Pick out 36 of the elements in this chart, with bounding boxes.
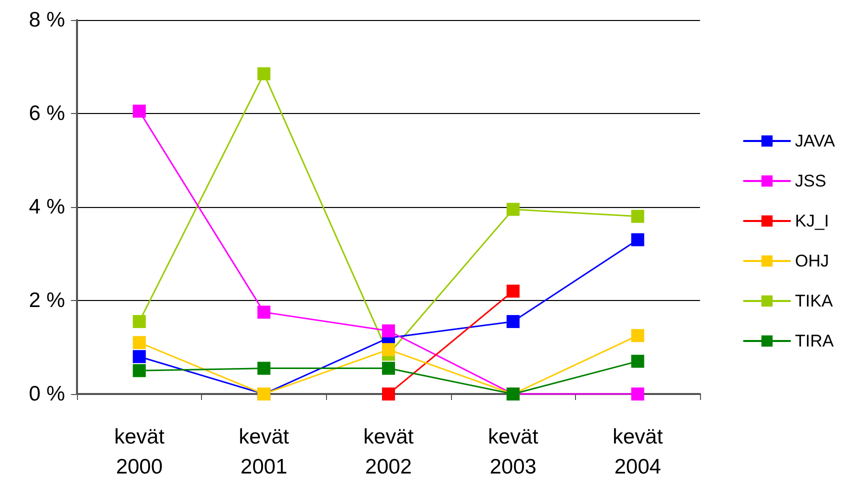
point (631, 329, 644, 342)
x-tick-label: kevät 2003 (488, 426, 538, 478)
x-tick-label: kevät 2001 (238, 426, 290, 478)
legend-label: OHJ (795, 252, 830, 270)
legend-label: KJ_I (795, 212, 830, 230)
point (132, 104, 146, 118)
point (631, 210, 644, 223)
point (506, 284, 520, 298)
point (257, 362, 270, 375)
y-tick-label: 2 % (28, 289, 65, 312)
point (132, 364, 146, 378)
point (506, 315, 520, 328)
legend-label: JSS (795, 172, 826, 190)
y-tick-label: 4 % (28, 196, 65, 218)
point (631, 233, 644, 246)
legend-label: JAVA (795, 132, 836, 150)
point (382, 343, 395, 356)
point (132, 315, 146, 328)
point (506, 202, 520, 216)
point (382, 362, 395, 375)
point (631, 388, 644, 400)
point (132, 350, 146, 364)
legend-label: TIRA (795, 332, 834, 350)
x-tick-label: kevät 2004 (612, 426, 663, 478)
x-tick-label: kevät 2002 (363, 426, 414, 478)
point (257, 67, 270, 80)
legend-label: TIKA (795, 292, 834, 310)
y-tick-label: 6 % (28, 102, 65, 125)
point (132, 336, 146, 350)
point (631, 354, 644, 368)
y-tick-label: 8 % (28, 8, 65, 32)
point (382, 324, 395, 338)
point (257, 306, 270, 319)
y-tick-label: 0 % (28, 382, 65, 406)
x-tick-label: kevät 2000 (114, 426, 165, 478)
point (382, 388, 395, 400)
